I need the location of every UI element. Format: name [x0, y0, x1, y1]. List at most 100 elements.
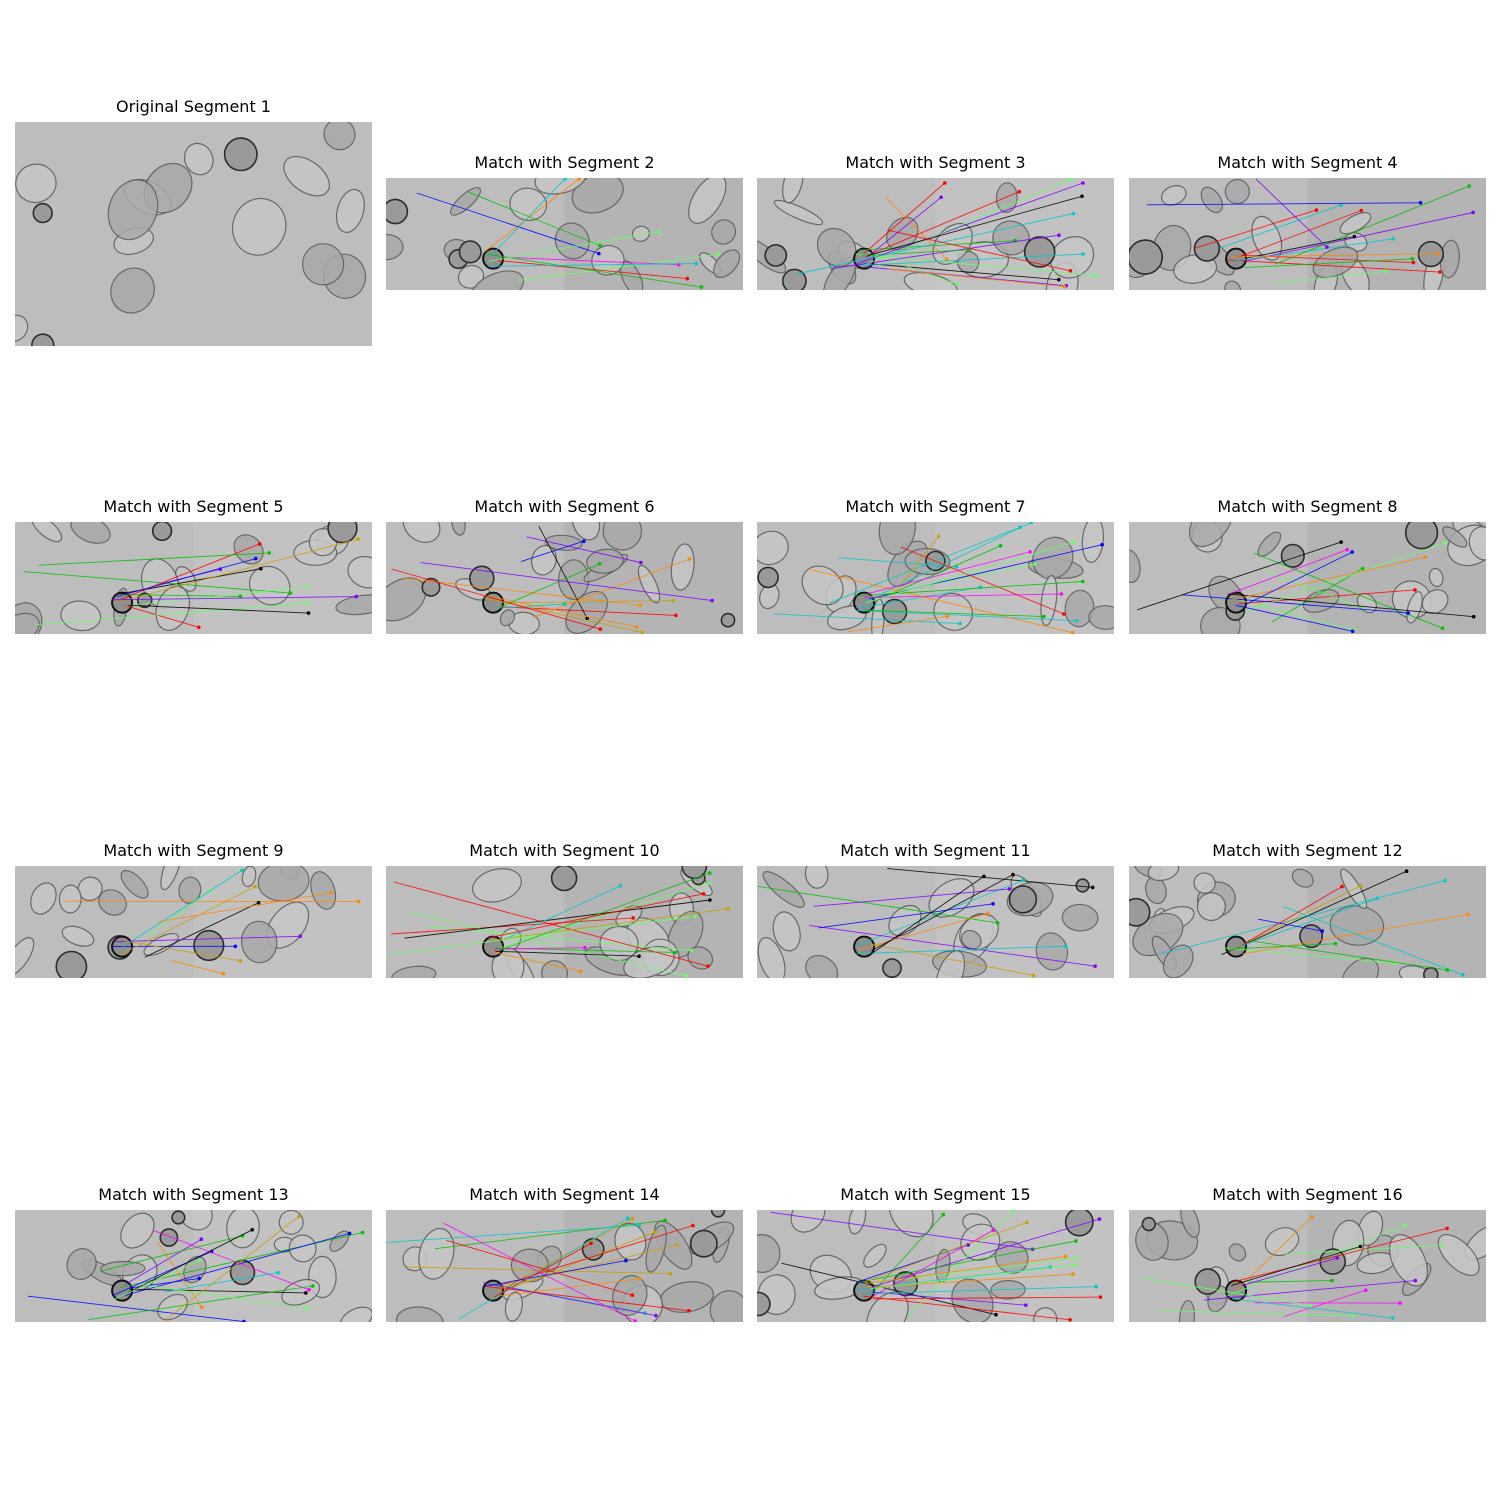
match-line [1245, 236, 1355, 259]
match-line [404, 577, 641, 606]
match-lines [23, 537, 360, 630]
keypoint [197, 625, 201, 630]
cell-blob [98, 889, 128, 916]
match-lines [386, 1216, 695, 1322]
keypoint [356, 537, 360, 541]
match-lines [28, 1214, 365, 1322]
match-line [1229, 549, 1348, 595]
keypoint [1011, 1210, 1016, 1213]
keypoint [304, 1291, 308, 1295]
cell-blob [1224, 280, 1242, 290]
match-line [1226, 1224, 1405, 1297]
cell-blob [60, 600, 102, 632]
match-lines [796, 178, 1097, 289]
keypoint [1440, 1243, 1445, 1247]
match-image-segment-11 [757, 866, 1114, 978]
keypoint [259, 566, 263, 571]
cell-blob [248, 565, 291, 606]
match-lines [774, 522, 1104, 634]
match-line [854, 581, 1083, 597]
match-line [116, 558, 256, 598]
cell-blob [335, 594, 372, 616]
cell-blob [1088, 605, 1114, 630]
panel-title-2: Match with Segment 2 [474, 153, 655, 172]
match-line [1238, 210, 1362, 258]
cell-blob [1033, 1307, 1058, 1322]
match-line [391, 917, 634, 935]
match-line [467, 191, 601, 246]
keypoint [311, 1284, 315, 1288]
match-line [1231, 1227, 1448, 1283]
match-line [500, 563, 600, 608]
keypoint [582, 539, 586, 543]
keypoint [1391, 237, 1395, 241]
cell-layer [391, 866, 714, 978]
round-cell [1423, 966, 1439, 978]
keypoint [1075, 619, 1079, 623]
keypoint [675, 1243, 679, 1247]
keypoint [242, 1319, 246, 1322]
match-line [127, 604, 309, 614]
match-line [1275, 185, 1470, 265]
match-line [866, 196, 942, 258]
cell-blob [1468, 526, 1486, 561]
keypoint [1074, 1239, 1078, 1243]
cell-blob [645, 1224, 667, 1273]
keypoint [998, 544, 1003, 548]
cell-blob [762, 871, 805, 908]
match-line [858, 586, 981, 609]
match-line [153, 1229, 310, 1291]
match-line [871, 874, 1014, 951]
match-line [1158, 1310, 1354, 1317]
panel-title-4: Match with Segment 4 [1217, 153, 1398, 172]
keypoint [991, 1228, 996, 1233]
round-cell [764, 244, 788, 267]
match-line [906, 1210, 1014, 1318]
keypoint [1094, 1284, 1098, 1289]
cell-blob [61, 925, 95, 947]
keypoint [1443, 541, 1447, 545]
match-image-segment-16 [1129, 1210, 1486, 1322]
keypoint [995, 921, 1000, 925]
match-line [1231, 253, 1439, 258]
cell-blob [772, 911, 801, 952]
match-line [871, 1229, 994, 1298]
cell-blob [451, 522, 466, 536]
keypoint [1411, 260, 1416, 265]
match-image-segment-4 [1129, 178, 1486, 290]
keypoint [1075, 1256, 1080, 1260]
panel-title-8: Match with Segment 8 [1217, 497, 1398, 516]
cell-blob [1442, 526, 1468, 548]
keypoint [1100, 542, 1104, 547]
match-line [857, 912, 989, 951]
match-line [157, 1241, 203, 1308]
cell-blob [241, 866, 257, 888]
match-line [864, 191, 1020, 258]
keypoint [1398, 1301, 1402, 1305]
cell-blob [160, 866, 183, 891]
round-cell [421, 577, 441, 597]
keypoint [994, 1312, 998, 1317]
match-line [809, 924, 1096, 967]
keypoint [717, 252, 721, 257]
keypoint [598, 243, 602, 248]
keypoint [637, 1277, 642, 1281]
match-line [863, 593, 1062, 598]
match-line [1231, 1246, 1361, 1287]
keypoint [1011, 872, 1015, 877]
match-line [484, 178, 580, 252]
keypoint [654, 1313, 658, 1318]
keypoint [579, 969, 583, 974]
match-line [1234, 238, 1394, 262]
round-cell [1193, 235, 1221, 262]
match-line [389, 916, 696, 955]
match-line [1247, 1280, 1333, 1283]
keypoint [1097, 1217, 1102, 1221]
cell-blob [571, 178, 624, 214]
keypoint [1471, 614, 1476, 619]
keypoint [982, 874, 986, 879]
keypoint [1339, 203, 1343, 207]
cell-blob [178, 876, 202, 904]
anchor-cell [111, 1279, 134, 1302]
round-cell [159, 1228, 179, 1247]
